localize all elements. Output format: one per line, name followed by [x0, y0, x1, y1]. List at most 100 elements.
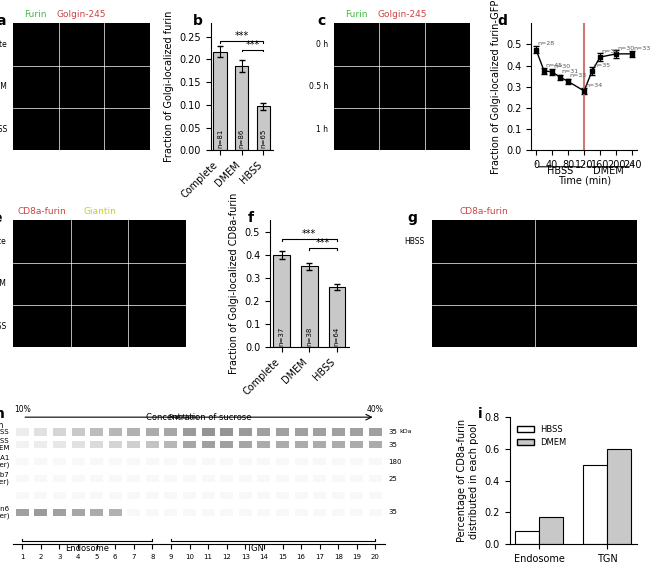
Bar [313, 428, 326, 436]
Text: c: c [317, 14, 326, 28]
Bar [90, 441, 103, 448]
Bar [72, 441, 84, 448]
Text: n=36: n=36 [601, 49, 618, 54]
Text: Golgin-245: Golgin-245 [57, 10, 106, 19]
Bar [276, 441, 289, 448]
Text: Merge: Merge [434, 10, 462, 19]
Bar [332, 509, 344, 516]
Bar [313, 475, 326, 482]
Bar [239, 441, 252, 448]
Bar [369, 492, 382, 499]
Bar [127, 509, 140, 516]
Text: 0.5 h: 0.5 h [309, 82, 328, 91]
Text: 40%: 40% [367, 405, 384, 414]
Bar [34, 509, 47, 516]
Bar [239, 509, 252, 516]
Text: HBSS: HBSS [547, 166, 573, 177]
Text: Complete: Complete [0, 40, 8, 49]
Text: 35: 35 [389, 510, 397, 515]
Bar [164, 509, 177, 516]
Text: n=86: n=86 [239, 129, 245, 148]
Bar [276, 475, 289, 482]
Text: b: b [193, 14, 203, 28]
Bar [257, 475, 270, 482]
Bar [34, 441, 47, 448]
Bar [72, 475, 84, 482]
Bar [16, 458, 29, 466]
Text: h: h [0, 407, 5, 421]
Text: a: a [0, 14, 6, 28]
Bar [53, 458, 66, 466]
Bar [183, 428, 196, 436]
Bar [16, 428, 29, 436]
Bar [202, 509, 214, 516]
Text: n=35: n=35 [593, 63, 610, 68]
Bar [109, 492, 122, 499]
Text: HBSS: HBSS [0, 124, 8, 134]
Bar [90, 475, 103, 482]
Y-axis label: Fraction of Golgi-localized CD8a-furin: Fraction of Golgi-localized CD8a-furin [229, 193, 239, 375]
Bar [127, 492, 140, 499]
Text: n=33: n=33 [633, 46, 650, 51]
Text: n=38: n=38 [306, 327, 312, 346]
Bar [350, 428, 363, 436]
Bar [239, 428, 252, 436]
Bar [294, 428, 307, 436]
Text: ***: *** [235, 31, 249, 41]
Bar [90, 492, 103, 499]
Bar [239, 458, 252, 466]
Text: Furin: Furin [25, 10, 47, 19]
Text: n=30: n=30 [553, 64, 571, 69]
Bar [607, 449, 631, 544]
Bar [202, 475, 214, 482]
Text: DMEM: DMEM [0, 279, 6, 288]
Bar [239, 492, 252, 499]
Bar [276, 509, 289, 516]
Text: Merge: Merge [143, 207, 172, 217]
Text: n=65: n=65 [261, 129, 266, 148]
Bar [16, 441, 29, 448]
Bar [235, 66, 248, 151]
Bar [276, 428, 289, 436]
Bar [72, 492, 84, 499]
Text: 180: 180 [389, 459, 402, 464]
Bar [16, 492, 29, 499]
Bar [146, 509, 159, 516]
Bar [274, 255, 290, 347]
Bar [16, 475, 29, 482]
Bar [294, 475, 307, 482]
Bar [369, 428, 382, 436]
Bar [183, 458, 196, 466]
Text: HBSS: HBSS [0, 429, 9, 435]
Bar [127, 441, 140, 448]
Bar [332, 475, 344, 482]
Bar [72, 428, 84, 436]
Text: CD8a-furin: CD8a-furin [459, 207, 508, 217]
Bar [350, 475, 363, 482]
Bar [109, 458, 122, 466]
Text: n=30: n=30 [618, 46, 634, 51]
Bar [146, 428, 159, 436]
Text: f: f [248, 211, 254, 225]
Text: Complete: Complete [0, 237, 6, 246]
Bar [369, 509, 382, 516]
Text: ***: *** [302, 229, 317, 239]
Bar [90, 428, 103, 436]
Text: HBSS: HBSS [404, 237, 424, 246]
Text: Furin: Furin [345, 10, 368, 19]
Text: 25: 25 [389, 475, 397, 482]
Text: d: d [497, 14, 507, 28]
Text: Giantin: Giantin [83, 207, 116, 217]
Text: 0 h: 0 h [316, 40, 328, 49]
Text: Concentration of sucrose: Concentration of sucrose [146, 413, 252, 422]
Bar [183, 475, 196, 482]
Bar [53, 428, 66, 436]
Text: TGN: TGN [246, 544, 263, 554]
Text: n=81: n=81 [217, 129, 223, 148]
Bar [90, 458, 103, 466]
Text: kDa: kDa [400, 430, 412, 434]
Text: Fraction:: Fraction: [168, 415, 199, 420]
Bar [109, 428, 122, 436]
Bar [276, 458, 289, 466]
Bar [164, 428, 177, 436]
